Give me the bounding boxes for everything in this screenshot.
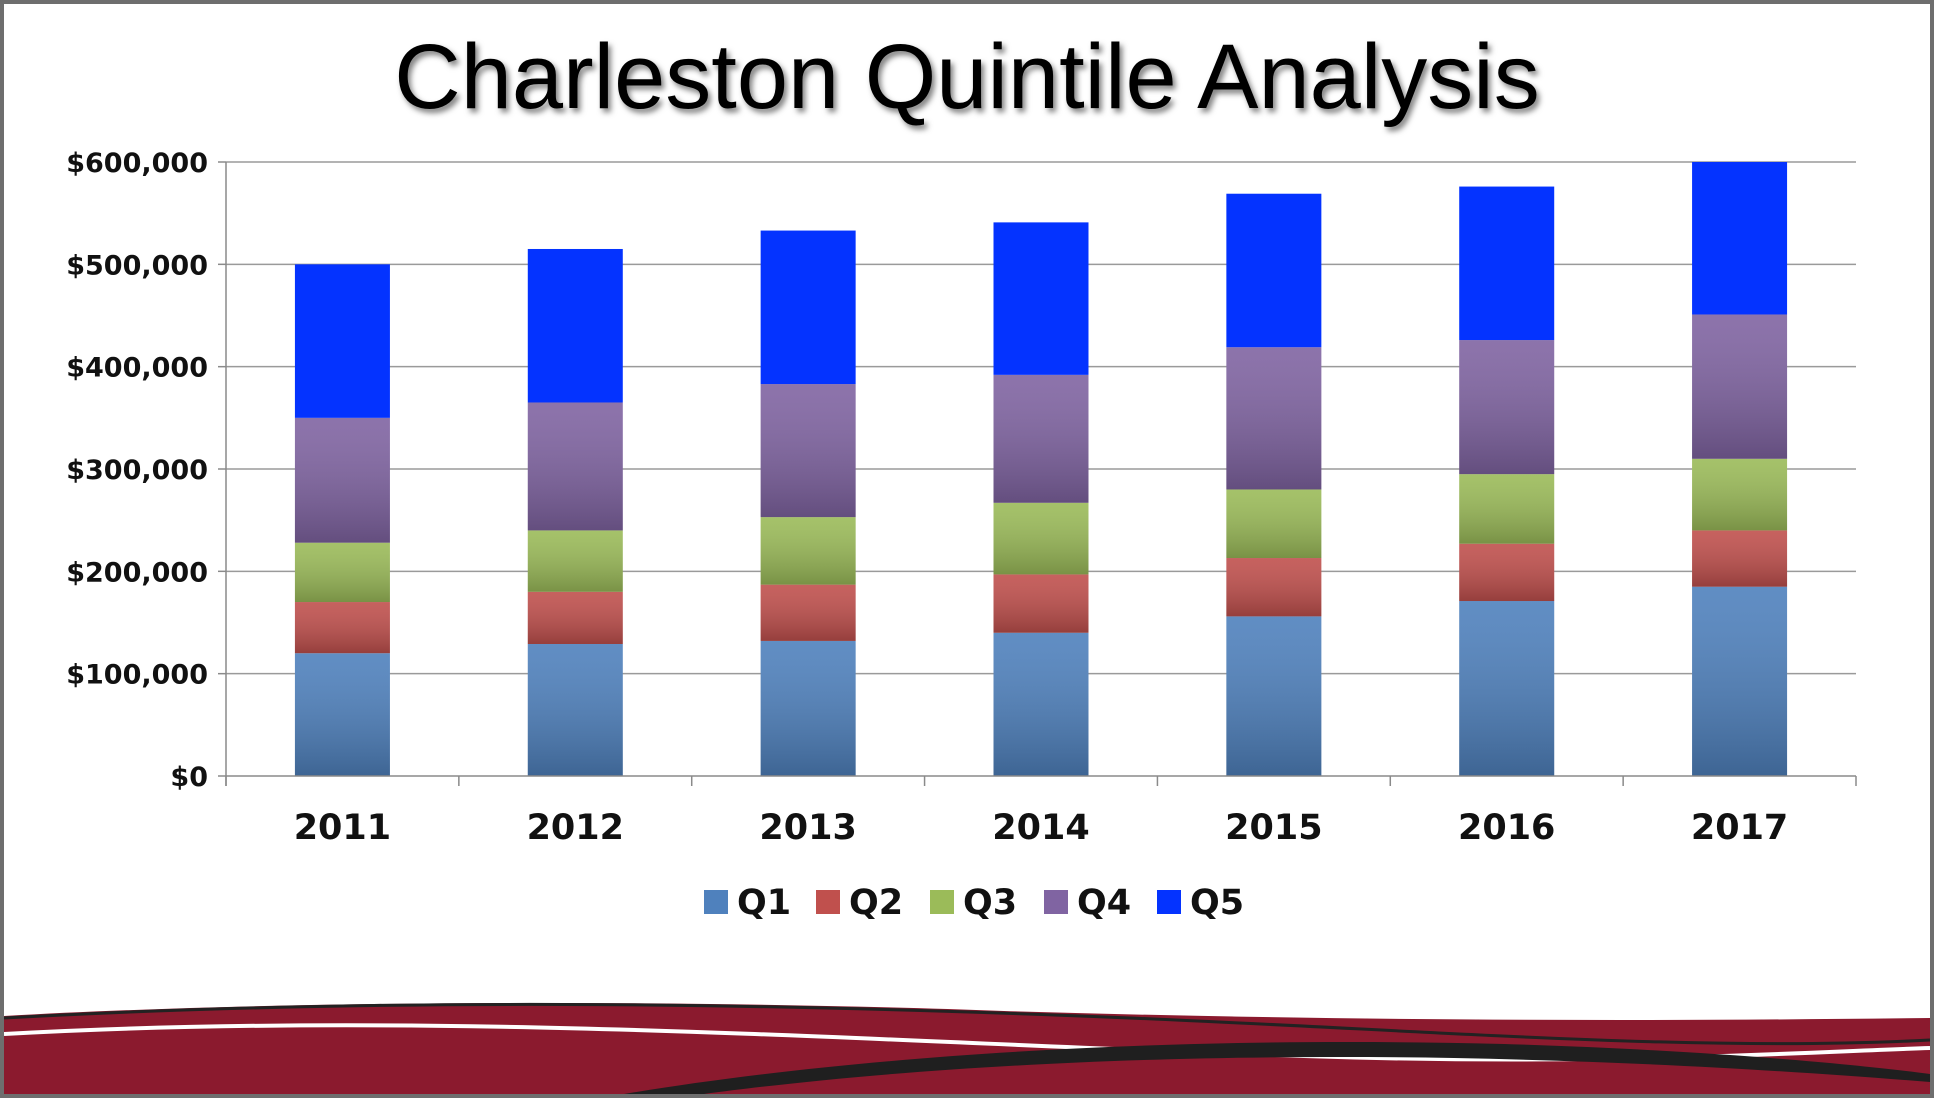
bar-segment-q3-2011 [294,542,390,603]
y-tick-label: $100,000 [66,660,208,691]
bar-segment-q5-2016 [1459,186,1555,341]
x-tick-label: 2013 [759,808,856,848]
footer-wave-line [4,1002,1930,1046]
bar-segment-q3-2013 [760,517,856,585]
bar-segment-q2-2015 [1226,558,1322,617]
bar-segment-q2-2017 [1692,530,1788,587]
y-tick-label: $200,000 [66,557,208,588]
legend-label: Q2 [849,883,903,923]
y-tick-label: $0 [170,762,208,793]
legend-swatch [1044,890,1068,914]
bar-segment-q2-2013 [760,584,856,641]
y-tick-label: $300,000 [66,455,208,486]
x-tick-label: 2016 [1458,808,1555,848]
x-axis-ticks: 2011 2012 2013 2014 2015 2016 2017 [225,776,1857,848]
legend-label: Q3 [963,883,1017,923]
bar-segment-q5-2017 [1692,162,1788,315]
legend-label: Q1 [737,883,791,923]
bar-segment-q2-2012 [527,591,623,644]
bar-segment-q4-2012 [527,402,623,531]
bar-segment-q1-2011 [294,653,390,776]
bar-segment-q1-2015 [1226,616,1322,776]
footer-band [4,1002,1930,1094]
bar-segment-q5-2014 [993,222,1089,375]
bar-segment-q1-2014 [993,632,1089,776]
x-tick-label: 2015 [1225,808,1322,848]
legend-swatch [930,890,954,914]
bar-segment-q2-2016 [1459,543,1555,602]
bar-segment-q5-2015 [1226,193,1322,348]
quintile-chart: Charleston Quintile Analysis $0$100,000$… [4,26,1930,1094]
legend-swatch [704,890,728,914]
y-tick-label: $400,000 [66,353,208,384]
legend-swatch [816,890,840,914]
legend-item-q1: Q1 [704,883,791,923]
axes [225,162,1856,786]
chart-title: Charleston Quintile Analysis [394,26,1539,128]
legend-item-q5: Q5 [1157,883,1244,923]
legend: Q1 Q2 Q3 Q4 Q5 [704,883,1244,923]
x-tick-label: 2017 [1691,808,1788,848]
legend-item-q2: Q2 [816,883,903,923]
legend-label: Q5 [1190,883,1244,923]
bar-segment-q4-2014 [993,374,1089,503]
legend-swatch [1157,890,1181,914]
bar-segment-q4-2013 [760,384,856,518]
bar-segment-q2-2014 [993,574,1089,633]
bar-segment-q2-2011 [294,602,390,654]
bar-segment-q1-2017 [1692,586,1788,776]
bars [294,162,1788,776]
legend-item-q3: Q3 [930,883,1017,923]
slide: Charleston Quintile Analysis $0 $100,000 $… [4,4,1930,1094]
x-tick-label: 2011 [294,808,391,848]
footer-wave-decoration [4,1002,1930,1094]
legend-label: Q4 [1077,883,1131,923]
bar-segment-q4-2011 [294,417,390,543]
bar-segment-q1-2013 [760,640,856,776]
x-tick-label: 2014 [992,808,1089,848]
bar-segment-q3-2016 [1459,474,1555,544]
y-tick-label: $500,000 [66,250,208,281]
y-axis-ticks: $0 $100,000 $200,000 $300,000 $400,000 $500,0… [66,148,226,793]
y-tick-label: $600,000 [66,148,208,179]
footer-wave-dark [624,1042,1930,1094]
bar-segment-q5-2013 [760,230,856,385]
bar-segment-q3-2017 [1692,458,1788,531]
legend-item-q4: Q4 [1044,883,1131,923]
bar-segment-q5-2012 [527,248,623,403]
bar-segment-q3-2012 [527,530,623,592]
bar-segment-q4-2015 [1226,347,1322,490]
bar-segment-q3-2014 [993,502,1089,575]
x-tick-label: 2012 [527,808,624,848]
bar-segment-q4-2016 [1459,340,1555,475]
bar-segment-q3-2015 [1226,489,1322,559]
bar-segment-q5-2011 [294,264,390,418]
bar-segment-q1-2016 [1459,601,1555,776]
bar-segment-q1-2012 [527,643,623,776]
bar-segment-q4-2017 [1692,314,1788,459]
